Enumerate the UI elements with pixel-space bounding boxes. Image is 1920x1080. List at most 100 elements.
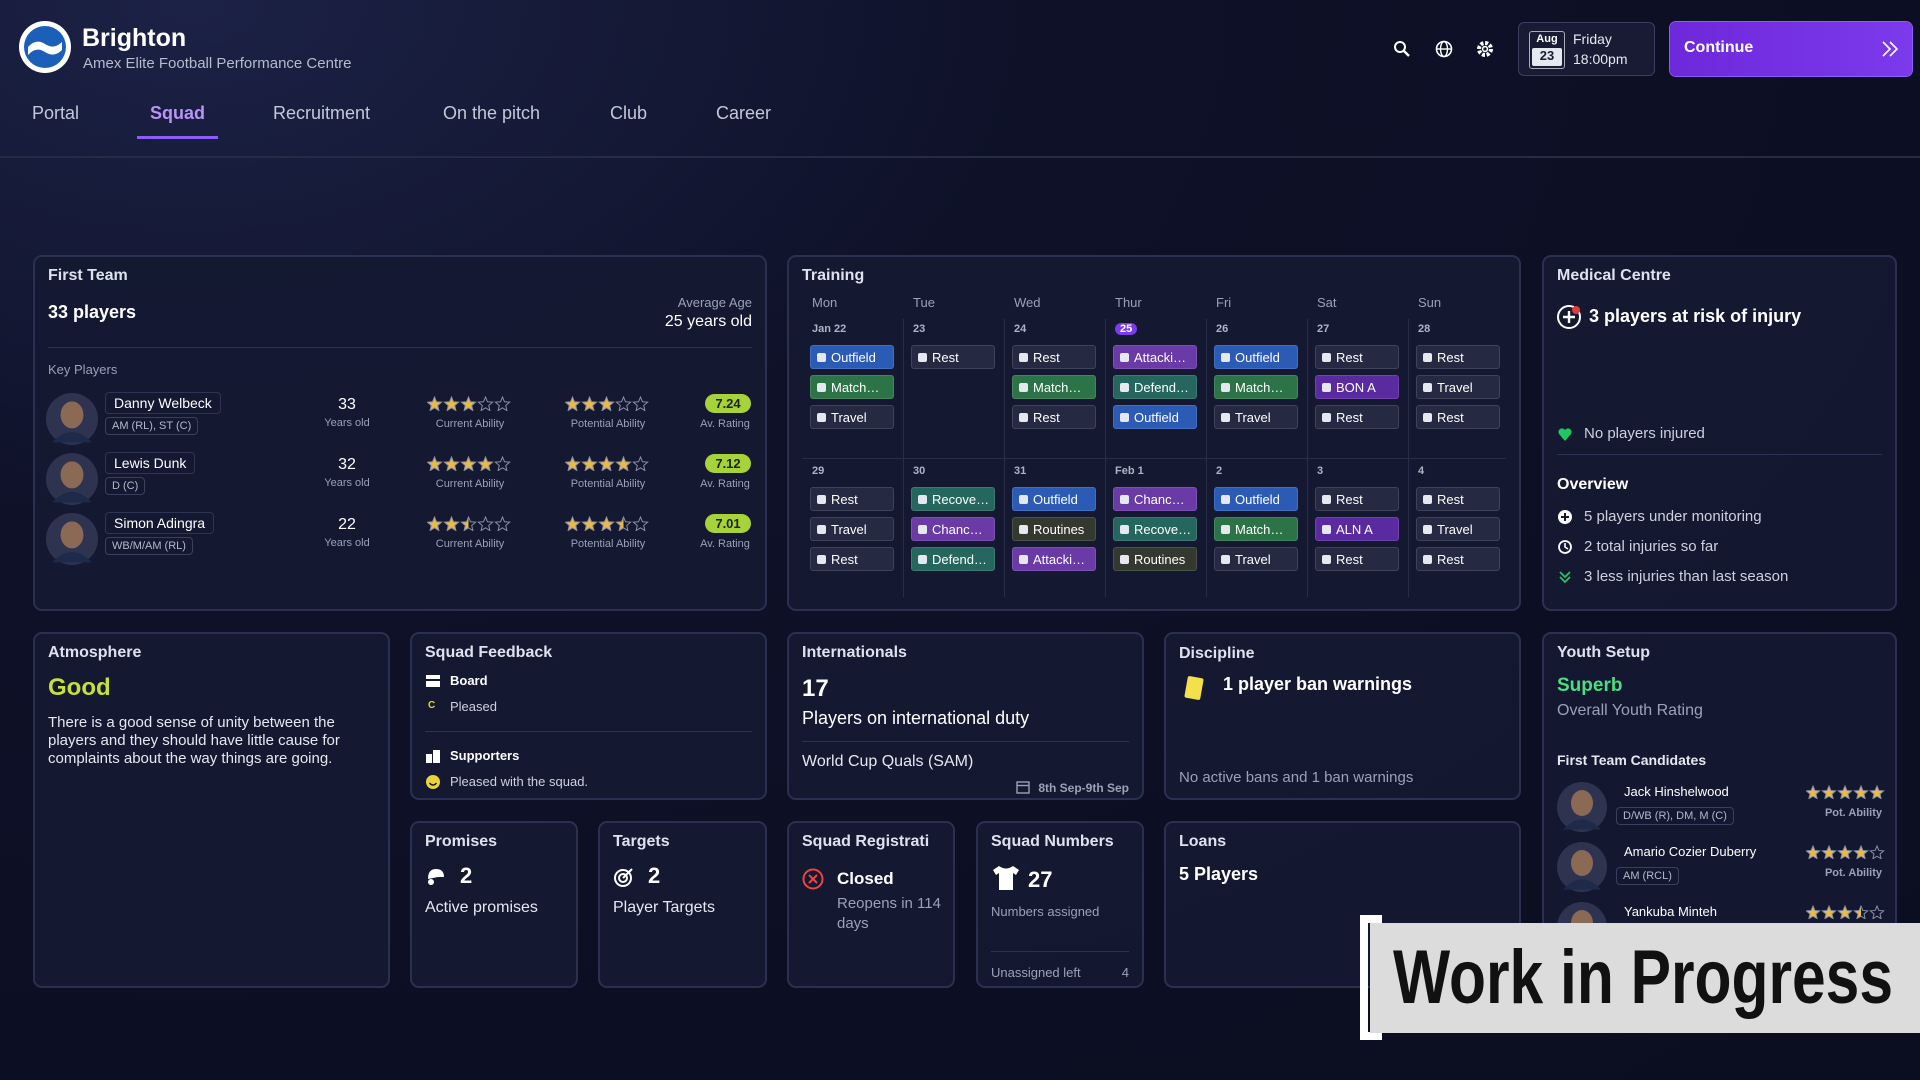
session-label: Attacki…	[1033, 552, 1086, 567]
date-label: 3	[1317, 465, 1324, 477]
session-label: Outfield	[1134, 410, 1179, 425]
overview-icon	[1558, 510, 1572, 524]
session-chip[interactable]: Rest	[1416, 345, 1500, 369]
session-label: Travel	[1437, 380, 1473, 395]
star-empty	[427, 456, 443, 471]
session-chip[interactable]: Defend…	[911, 547, 995, 571]
session-chip[interactable]: Outfield	[1012, 487, 1096, 511]
session-chip[interactable]: Outfield	[1113, 405, 1197, 429]
player-age: 33	[338, 396, 356, 413]
session-chip[interactable]: Attacki…	[1113, 345, 1197, 369]
nav-tab[interactable]: Club	[610, 103, 648, 123]
nav-tab[interactable]: On the pitch	[443, 103, 541, 123]
session-chip[interactable]: Rest	[1416, 487, 1500, 511]
session-chip[interactable]: ALN A	[1315, 517, 1399, 541]
session-chip[interactable]: Defend…	[1113, 375, 1197, 399]
nav-tab[interactable]: Portal	[32, 103, 80, 123]
session-label: Defend…	[1134, 380, 1189, 395]
search-icon[interactable]	[1393, 40, 1411, 58]
continue-button[interactable]: Continue	[1670, 22, 1912, 76]
session-chip[interactable]: Recove…	[911, 487, 995, 511]
session-icon	[1120, 555, 1129, 564]
session-chip[interactable]: Chanc…	[1113, 487, 1197, 511]
panel-title: Discipline	[1179, 645, 1255, 662]
panel-title: Youth Setup	[1557, 644, 1651, 661]
risk-icon-part	[1557, 305, 1581, 329]
session-chip[interactable]: Rest	[1315, 487, 1399, 511]
session-chip[interactable]: Travel	[1214, 405, 1298, 429]
date-label: 27	[1317, 323, 1330, 335]
session-chip[interactable]: Rest	[1416, 547, 1500, 571]
pot-ability-label: Pot. Ability	[1824, 807, 1882, 819]
session-chip[interactable]: Outfield	[1214, 345, 1298, 369]
session-label: Travel	[1235, 410, 1271, 425]
session-chip[interactable]: Travel	[810, 517, 894, 541]
session-label: Travel	[831, 410, 867, 425]
session-chip[interactable]: Rest	[1012, 405, 1096, 429]
pot-ability-label: Pot. Ability	[1824, 867, 1882, 879]
medical-panel: Medical Centre 3 players at risk of injur…	[1542, 255, 1897, 611]
session-chip[interactable]: Travel	[810, 405, 894, 429]
settings-icon-part	[1477, 41, 1493, 57]
unassigned-label: Unassigned left	[991, 965, 1081, 980]
player-name[interactable]: Danny Welbeck	[105, 392, 221, 414]
session-chip[interactable]: Attacki…	[1012, 547, 1096, 571]
star-empty	[1821, 845, 1837, 859]
session-chip[interactable]: Routines	[1113, 547, 1197, 571]
globe-icon[interactable]	[1435, 40, 1453, 58]
star-empty	[460, 516, 477, 531]
session-chip[interactable]: Rest	[1315, 547, 1399, 571]
star-empty	[427, 396, 443, 411]
current-ability-label: Current Ability	[435, 478, 505, 490]
session-chip[interactable]: Outfield	[810, 345, 894, 369]
session-chip[interactable]: Match…	[1214, 517, 1298, 541]
watermark-bracket	[1360, 915, 1382, 1040]
youth-rating-label: Overall Youth Rating	[1557, 702, 1703, 719]
session-chip[interactable]: Rest	[911, 345, 995, 369]
session-chip[interactable]: Rest	[1012, 345, 1096, 369]
candidate-name[interactable]: Jack Hinshelwood	[1624, 784, 1729, 799]
panel-title: Promises	[425, 833, 498, 850]
candidates-title: First Team Candidates	[1557, 752, 1707, 768]
session-label: Travel	[1235, 552, 1271, 567]
date-box[interactable]: Aug 23 Friday 18:00pm	[1518, 22, 1655, 76]
session-chip[interactable]: Travel	[1214, 547, 1298, 571]
board-icon-part	[426, 681, 440, 687]
star-empty	[477, 456, 494, 471]
session-chip[interactable]: Rest	[810, 547, 894, 571]
session-label: BON A	[1336, 380, 1376, 395]
session-chip[interactable]: Travel	[1416, 517, 1500, 541]
divider	[991, 951, 1129, 952]
risk-icon	[1557, 305, 1581, 329]
session-chip[interactable]: Match…	[1012, 375, 1096, 399]
session-chip[interactable]: Match…	[810, 375, 894, 399]
calendar-icon	[1016, 781, 1030, 794]
candidate-name[interactable]: Yankuba Minteh	[1624, 904, 1717, 919]
nav-tab[interactable]: Squad	[150, 103, 206, 123]
session-chip[interactable]: Outfield	[1214, 487, 1298, 511]
session-chip[interactable]: Rest	[810, 487, 894, 511]
nav-tab[interactable]: Career	[716, 103, 772, 123]
session-chip[interactable]: Rest	[1315, 345, 1399, 369]
session-chip[interactable]: Rest	[1315, 405, 1399, 429]
session-chip[interactable]: Chanc…	[911, 517, 995, 541]
star-empty	[1853, 845, 1869, 859]
candidate-name[interactable]: Amario Cozier Duberry	[1624, 844, 1757, 859]
international-label: Players on international duty	[802, 708, 1030, 728]
overview-icon	[1559, 571, 1571, 584]
nav-tab[interactable]: Recruitment	[273, 103, 371, 123]
session-chip[interactable]: Match…	[1214, 375, 1298, 399]
player-name[interactable]: Simon Adingra	[105, 512, 215, 534]
session-chip[interactable]: Rest	[1416, 405, 1500, 429]
session-icon	[1322, 353, 1331, 362]
player-name[interactable]: Lewis Dunk	[105, 452, 196, 474]
session-chip[interactable]: Routines	[1012, 517, 1096, 541]
yellow-card-icon-part	[1184, 676, 1204, 700]
session-chip[interactable]: BON A	[1315, 375, 1399, 399]
session-chip[interactable]: Travel	[1416, 375, 1500, 399]
rating-badge: 7.24	[705, 394, 751, 413]
star-empty	[1806, 905, 1821, 919]
session-chip[interactable]: Recove…	[1113, 517, 1197, 541]
settings-icon[interactable]	[1476, 40, 1494, 58]
watermark: Work in Progress	[1370, 923, 1920, 1033]
